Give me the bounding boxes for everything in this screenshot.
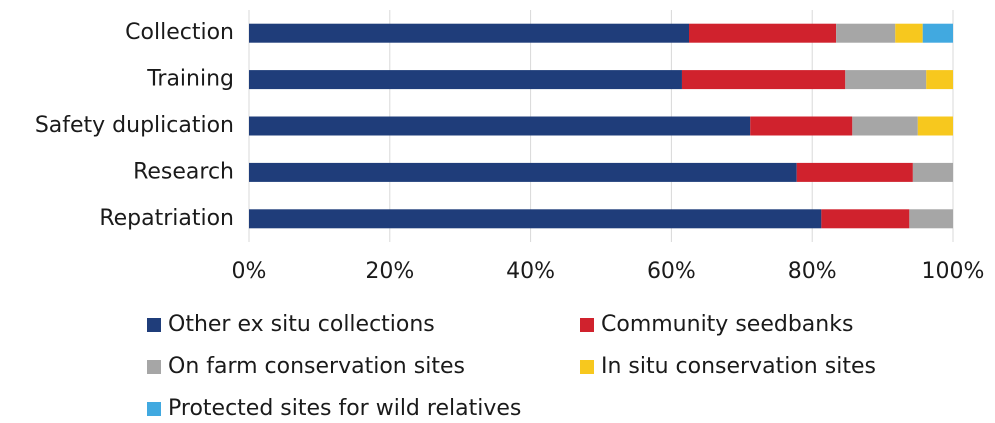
bar-segment	[912, 162, 953, 182]
legend-label: In situ conservation sites	[601, 354, 876, 379]
legend-swatch	[147, 360, 161, 374]
y-tick-label: Collection	[125, 20, 234, 45]
bar-segment	[681, 70, 846, 90]
y-tick-label: Training	[146, 67, 234, 92]
x-tick-label: 60%	[647, 259, 696, 284]
bar-segment	[895, 23, 923, 43]
bar-segment	[689, 23, 837, 43]
bar-segment	[917, 116, 953, 136]
bar-segment	[845, 70, 927, 90]
bar-segment	[249, 116, 751, 136]
y-tick-label: Research	[133, 159, 234, 184]
bar-segment	[836, 23, 896, 43]
bar-segment	[821, 209, 910, 229]
bar-segment	[750, 116, 853, 136]
legend-label: Community seedbanks	[601, 312, 853, 337]
y-tick-label: Repatriation	[99, 206, 234, 231]
legend-swatch	[147, 318, 161, 332]
x-tick-label: 100%	[922, 259, 985, 284]
legend-swatch	[580, 360, 594, 374]
legend-label: Protected sites for wild relatives	[168, 396, 521, 421]
bar-segment	[926, 70, 953, 90]
legend-swatch	[580, 318, 594, 332]
legend-label: On farm conservation sites	[168, 354, 465, 379]
bar-segment	[249, 162, 797, 182]
bar-segment	[249, 70, 682, 90]
bar-segment	[922, 23, 953, 43]
bar-segment	[852, 116, 918, 136]
legend-label: Other ex situ collections	[168, 312, 435, 337]
y-tick-label: Safety duplication	[35, 113, 234, 138]
x-tick-label: 0%	[232, 259, 267, 284]
x-tick-label: 40%	[506, 259, 555, 284]
legend-swatch	[147, 402, 161, 416]
x-tick-label: 80%	[788, 259, 837, 284]
bar-segment	[249, 23, 689, 43]
bar-segment	[249, 209, 822, 229]
bar-segment	[909, 209, 953, 229]
bar-segment	[796, 162, 913, 182]
x-tick-label: 20%	[365, 259, 414, 284]
